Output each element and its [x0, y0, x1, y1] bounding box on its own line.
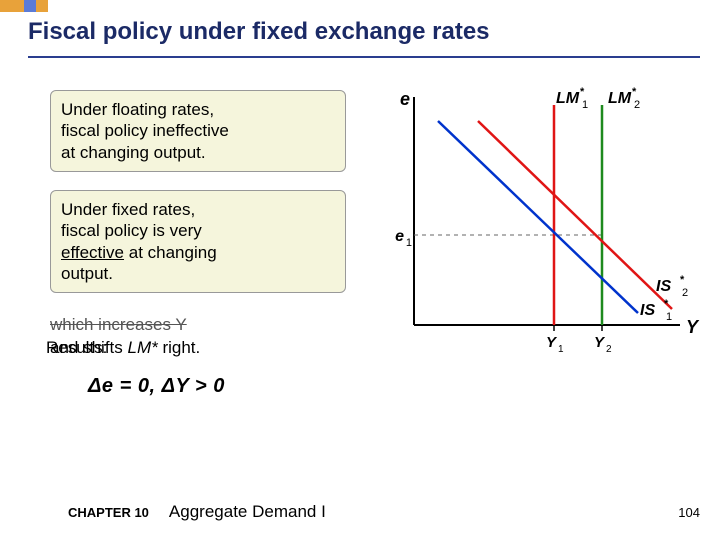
- callout-fixed: Under fixed rates, fiscal policy is very…: [50, 190, 346, 293]
- footer-title: Aggregate Demand I: [169, 502, 326, 522]
- svg-text:Y: Y: [546, 334, 558, 351]
- svg-text:Y: Y: [594, 334, 606, 351]
- callout1-line3: at changing output.: [61, 143, 206, 162]
- results-right: right.: [158, 338, 201, 357]
- svg-text:1: 1: [582, 99, 588, 111]
- svg-text:LM: LM: [608, 90, 632, 107]
- callout1-line1: Under floating rates,: [61, 100, 214, 119]
- svg-text:2: 2: [634, 99, 640, 111]
- callout2-line3: output.: [61, 264, 113, 283]
- footer-chapter: CHAPTER 10: [68, 505, 149, 520]
- callout2-line2a: fiscal policy is very: [61, 221, 202, 240]
- under-text: which increases Y: [50, 314, 187, 335]
- results-lm: LM*: [128, 338, 158, 357]
- top-accent: [0, 0, 720, 12]
- callout1-line2: fiscal policy ineffective: [61, 121, 229, 140]
- accent-sq-2: [12, 0, 24, 12]
- callout2-rest: at changing: [124, 243, 217, 262]
- chart-svg: eYe1LM*1LM*2IS*2IS*1Y1Y2: [380, 85, 700, 385]
- accent-sq-3: [24, 0, 36, 12]
- accent-sq-1: [0, 0, 12, 12]
- callout-floating: Under floating rates, fiscal policy inef…: [50, 90, 346, 172]
- accent-sq-4: [36, 0, 48, 12]
- results-label: Results:: [46, 338, 107, 357]
- islm-chart: eYe1LM*1LM*2IS*2IS*1Y1Y2: [380, 85, 700, 385]
- title-bar: Fiscal policy under fixed exchange rates: [28, 18, 700, 58]
- formula: Δe = 0, ΔY > 0: [88, 375, 225, 398]
- svg-text:e: e: [400, 89, 410, 109]
- svg-text:1: 1: [666, 311, 672, 323]
- slide-number: 104: [678, 505, 700, 520]
- svg-text:LM: LM: [556, 90, 580, 107]
- svg-text:IS: IS: [656, 278, 671, 295]
- svg-text:e: e: [395, 228, 404, 245]
- results-line: and shifts LM* right. Results:: [50, 338, 200, 378]
- svg-text:Y: Y: [686, 317, 700, 337]
- footer: CHAPTER 10 Aggregate Demand I 104: [0, 502, 720, 522]
- svg-text:*: *: [580, 86, 585, 98]
- svg-text:1: 1: [406, 237, 412, 249]
- svg-text:2: 2: [606, 344, 612, 355]
- svg-text:IS: IS: [640, 302, 655, 319]
- svg-text:*: *: [632, 86, 637, 98]
- svg-text:2: 2: [682, 287, 688, 299]
- slide-title: Fiscal policy under fixed exchange rates: [28, 18, 700, 46]
- svg-text:1: 1: [558, 344, 564, 355]
- under-strike: which increases Y: [50, 315, 187, 334]
- callout2-effective: effective: [61, 243, 124, 262]
- callout2-line1: Under fixed rates,: [61, 200, 195, 219]
- svg-text:*: *: [664, 298, 669, 310]
- svg-text:*: *: [680, 274, 685, 286]
